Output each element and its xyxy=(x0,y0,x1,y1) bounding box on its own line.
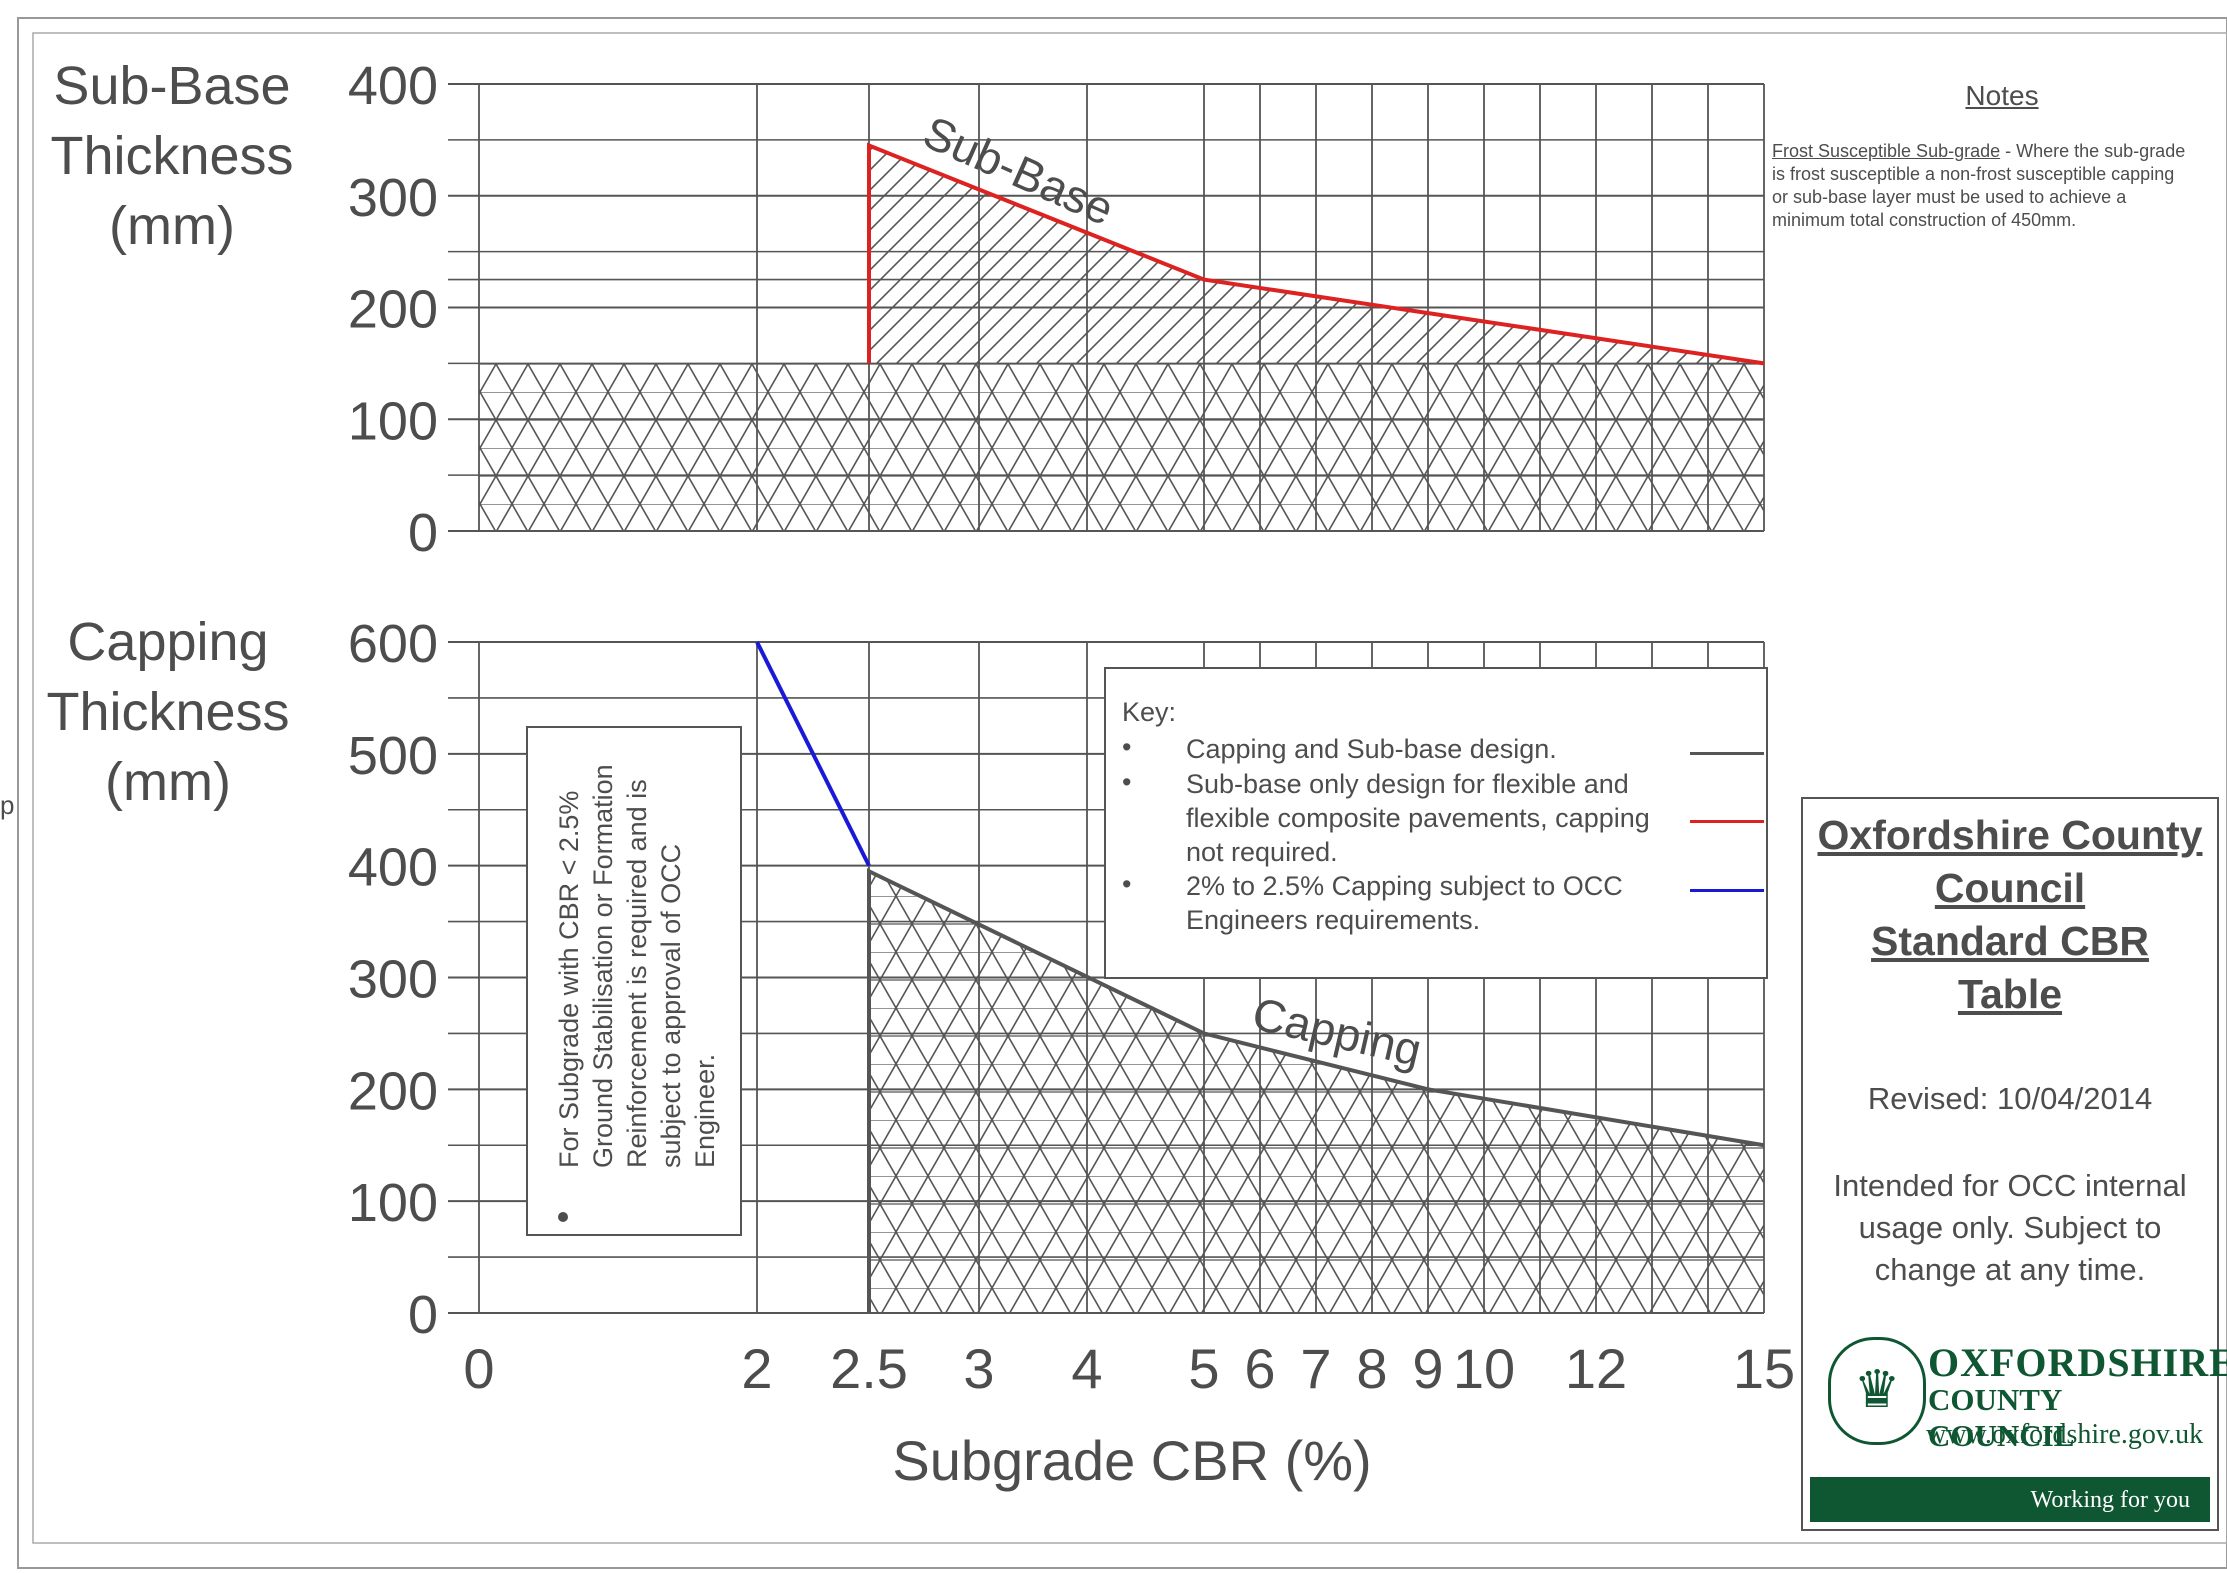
key-swatch-capping xyxy=(1690,752,1764,755)
x-tick-label: 5 xyxy=(1188,1337,1219,1400)
x-tick-label: 7 xyxy=(1300,1337,1331,1400)
usage-note: Intended for OCC internal usage only. Su… xyxy=(1833,1168,2187,1287)
notes-panel: Notes Frost Susceptible Sub-grade - Wher… xyxy=(1772,80,2192,232)
key-legend: Key: • Capping and Sub-base design. • Su… xyxy=(1104,667,1768,979)
y-axis-title-line: Capping xyxy=(67,612,268,672)
logo-line2: COUNTY COUNCIL xyxy=(1928,1382,2075,1453)
series-line-sub-base xyxy=(867,142,1765,366)
x-tick-label: 8 xyxy=(1356,1337,1387,1400)
y-tick-label: 100 xyxy=(348,391,438,451)
logo-url: www.oxfordshire.gov.uk xyxy=(1926,1419,2204,1450)
y-tick-label: 0 xyxy=(408,1285,438,1345)
subbase-chart: 0 100 200 300 400 xyxy=(348,56,1765,563)
series-line-2-to-2-5-capping xyxy=(755,641,871,867)
key-item-label: 2% to 2.5% Capping subject to OCC Engine… xyxy=(1186,871,1623,935)
bullet-dot xyxy=(558,1212,568,1222)
logo-line1: OXFORDSHIRE xyxy=(1928,1340,2227,1385)
x-tick-label: 4 xyxy=(1071,1337,1102,1400)
notes-term: Frost Susceptible Sub-grade xyxy=(1772,141,2001,161)
y-tick-label: 600 xyxy=(348,614,438,674)
logo-slogan: Working for you xyxy=(2030,1487,2190,1513)
notes-text: - Where the sub-grade is frost susceptib… xyxy=(1772,141,2186,230)
key-item-label: Sub-base only design for flexible and fl… xyxy=(1186,769,1650,867)
y-tick-label: 200 xyxy=(348,280,438,340)
notes-heading: Notes xyxy=(1965,80,2039,111)
capping-base-hatch xyxy=(479,363,1764,531)
x-tick-label: 2.5 xyxy=(830,1337,908,1400)
crest-icon: ♛ xyxy=(1828,1337,1926,1445)
y-tick-label: 300 xyxy=(348,950,438,1010)
y-tick-label: 100 xyxy=(348,1173,438,1233)
key-bullet: • xyxy=(1122,767,1132,797)
key-bullet: • xyxy=(1122,732,1132,762)
x-tick-label: 2 xyxy=(741,1337,772,1400)
title-line: Standard CBR xyxy=(1871,918,2149,964)
x-tick-label: 12 xyxy=(1565,1337,1627,1400)
y-tick-label: 400 xyxy=(348,56,438,116)
x-tick-label: 9 xyxy=(1412,1337,1443,1400)
council-logo: ♛ OXFORDSHIRE COUNTY COUNCIL www.oxfords… xyxy=(1808,1325,2227,1524)
x-tick-label: 3 xyxy=(963,1337,994,1400)
y-tick-label: 300 xyxy=(348,168,438,228)
y-axis-title-line: Thickness xyxy=(50,126,293,186)
x-tick-label: 15 xyxy=(1733,1337,1795,1400)
key-title: Key: xyxy=(1122,697,1177,727)
title-line: Table xyxy=(1957,971,2063,1017)
edge-mark: p xyxy=(0,790,15,820)
title-block: Oxfordshire County Council Standard CBR … xyxy=(1801,797,2227,1531)
y-tick-label: 400 xyxy=(348,838,438,898)
x-tick-label: 6 xyxy=(1244,1337,1275,1400)
low-cbr-note-box: For Subgrade with CBR < 2.5% Ground Stab… xyxy=(526,726,742,1236)
y-tick-label: 0 xyxy=(408,503,438,563)
title-line: Council xyxy=(1934,865,2086,911)
key-item-label: Capping and Sub-base design. xyxy=(1186,734,1557,764)
title-line: Oxfordshire County xyxy=(1817,812,2203,858)
x-axis-title: Subgrade CBR (%) xyxy=(892,1429,1371,1492)
key-swatch-blue xyxy=(1690,889,1764,892)
y-axis-title-line: Sub-Base xyxy=(53,56,290,116)
subbase-hatch xyxy=(869,145,1764,364)
title-block-title: Oxfordshire County Council Standard CBR … xyxy=(1803,809,2217,1021)
key-bullet: • xyxy=(1122,869,1132,899)
y-axis-title-line: (mm) xyxy=(105,752,231,812)
x-tick-label: 10 xyxy=(1453,1337,1515,1400)
y-tick-label: 200 xyxy=(348,1061,438,1121)
y-tick-label: 500 xyxy=(348,726,438,786)
low-cbr-note: For Subgrade with CBR < 2.5% Ground Stab… xyxy=(554,764,720,1168)
logo-panel xyxy=(1810,1327,2210,1477)
series-line-capping xyxy=(867,868,1765,1313)
x-tick-label: 0 xyxy=(463,1337,494,1400)
y-axis-title-line: Thickness xyxy=(46,682,289,742)
notes-body: Frost Susceptible Sub-grade - Where the … xyxy=(1772,140,2192,232)
y-axis-title-line: (mm) xyxy=(109,196,235,256)
key-swatch-subbase xyxy=(1690,820,1764,823)
revised-date: Revised: 10/04/2014 xyxy=(1867,1081,2153,1116)
